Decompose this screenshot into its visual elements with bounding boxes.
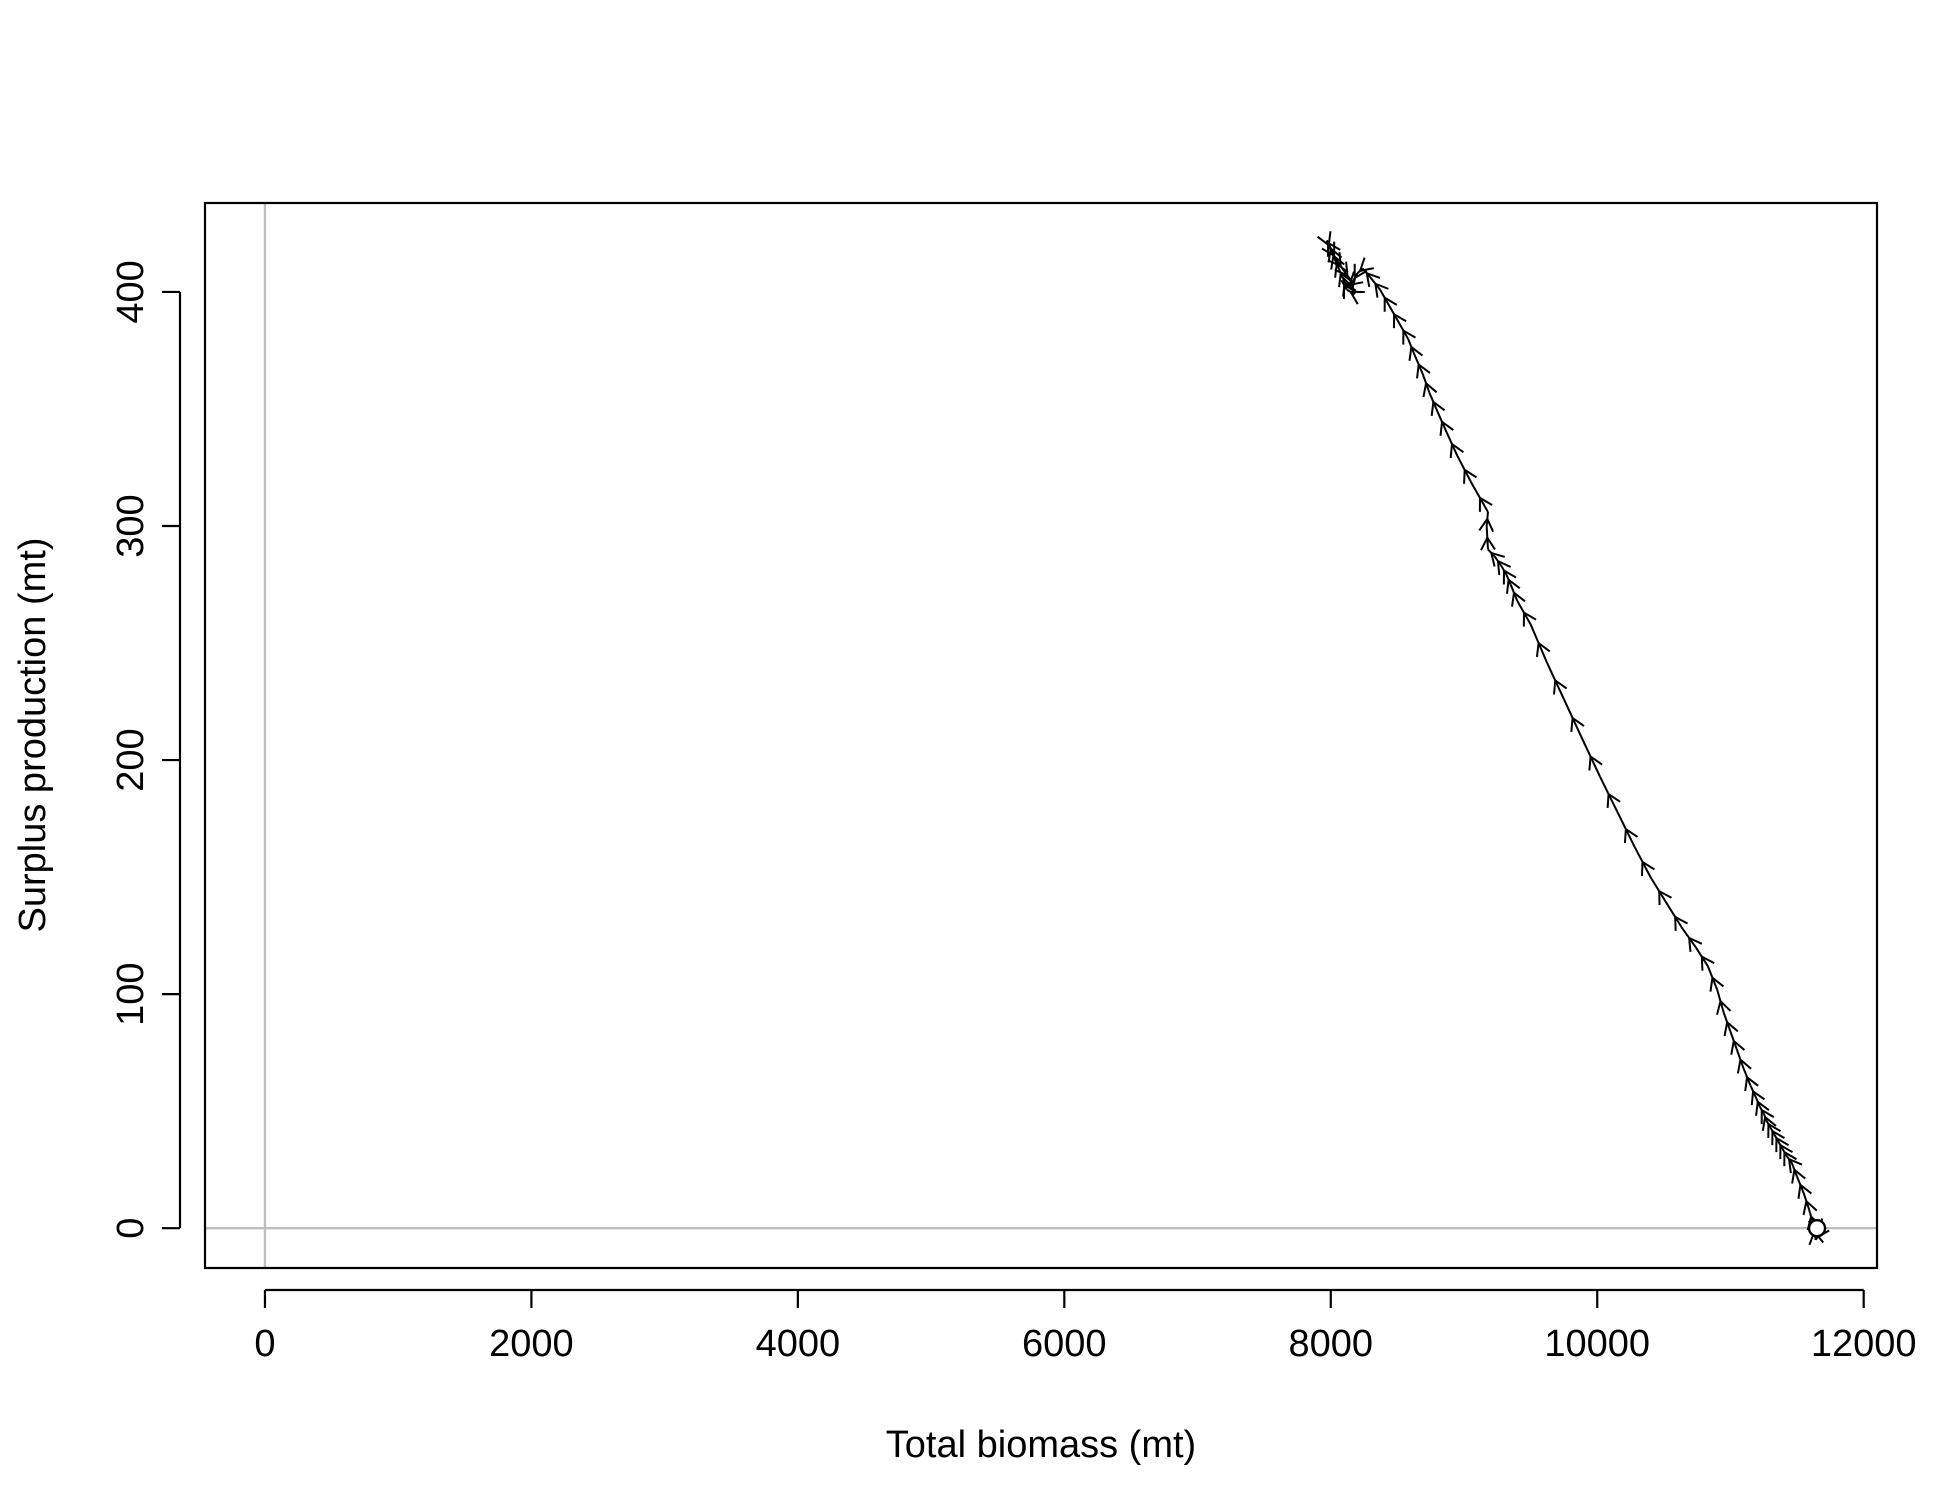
trajectory-arrow [1408,345,1424,361]
trajectory-arrow [1771,1129,1786,1146]
trajectory-arrow [1802,1199,1818,1216]
trajectory-arrow [1787,1157,1803,1174]
trajectory-arrow [1430,400,1446,416]
trajectory-arrow [1463,468,1478,484]
x-tick-label: 2000 [489,1323,574,1365]
trajectory-arrow [1478,496,1493,512]
trajectory-arrow [1552,678,1568,695]
plot-frame [203,201,1879,1270]
x-tick-label: 0 [254,1323,275,1365]
trajectory-arrow [1709,975,1725,992]
trajectory-arrow [1522,610,1537,627]
trajectory-arrow [1760,1108,1775,1125]
y-tick-label: 300 [110,494,152,557]
trajectory-arrow [1570,716,1585,732]
trajectory-arrow [1797,1183,1813,1199]
trajectory-arrow [1342,273,1358,290]
trajectory-arrow [1478,516,1495,533]
trajectory-arrow [1775,1136,1789,1153]
data-series [1316,231,1830,1246]
trajectory-arrow [1327,252,1342,268]
trajectory-arrow [1687,936,1703,952]
trajectory-arrow [1422,381,1438,398]
trajectory-arrow [1767,1122,1782,1139]
y-tick-label: 0 [110,1218,152,1239]
trajectory-arrow [1480,535,1496,551]
trajectory-arrow [1744,1075,1759,1092]
y-tick-label: 200 [110,728,152,791]
trajectory-arrow [1730,1039,1746,1055]
trajectory-arrow [1761,1115,1777,1132]
trajectory-arrow [1736,1057,1752,1074]
trajectory-arrow [1658,889,1672,906]
trajectory-arrow [1374,282,1389,298]
x-axis-title: Total biomass (mt) [886,1424,1196,1466]
trajectory-arrow [1321,241,1336,258]
trajectory-arrow [1358,257,1375,273]
x-tick-label: 4000 [756,1323,841,1365]
trajectory-arrow [1383,296,1398,312]
trajectory-arrow [1716,999,1732,1015]
trajectory-arrow [1674,915,1688,931]
trajectory-arrow [1416,362,1431,379]
trajectory-arrow [1343,283,1357,299]
x-tick-label: 12000 [1811,1323,1917,1365]
y-tick-label: 100 [110,962,152,1025]
y-axis-title: Surplus production (mt) [12,538,54,933]
trajectory-arrow [1505,578,1521,594]
y-tick-label: 400 [110,260,152,323]
trajectory-arrow [1640,860,1655,876]
trajectory-arrow [1535,641,1551,658]
trajectory-arrow [1783,1150,1797,1167]
trajectory-arrow [1791,1167,1806,1184]
x-axis: 0 2000 4000 6000 8000 10000 12000 [254,1288,1917,1365]
x-tick-label: 6000 [1022,1323,1107,1365]
trajectory-arrow [1365,271,1381,288]
trajectory-arrow [1449,442,1464,459]
trajectory-arrow [1402,328,1416,345]
trajectory-arrow [1334,261,1349,278]
trajectory-arrow [1606,792,1621,809]
trajectory-arrow [1496,559,1512,576]
start-point-marker [1807,1219,1827,1238]
trajectory-arrow [1755,1099,1770,1116]
trajectory-arrow [1392,312,1407,329]
trajectory-arrow [1700,955,1715,971]
trajectory-arrow [1779,1143,1793,1160]
x-tick-label: 8000 [1288,1323,1373,1365]
trajectory-arrow [1316,231,1332,247]
trajectory-arrow [1489,551,1506,567]
trajectory-arrow [1502,568,1517,585]
trajectory-arrow [1439,420,1454,436]
trajectory-arrow [1349,290,1365,305]
reference-lines [205,203,1877,1268]
y-axis: 0 100 200 300 400 [110,260,182,1239]
x-tick-label: 10000 [1544,1323,1650,1365]
trajectory-arrow [1723,1020,1739,1037]
trajectory-arrow [1588,754,1603,771]
trajectory-arrow [1623,827,1639,844]
trajectory-arrow [1750,1089,1766,1106]
trajectory-arrow [1511,590,1526,607]
